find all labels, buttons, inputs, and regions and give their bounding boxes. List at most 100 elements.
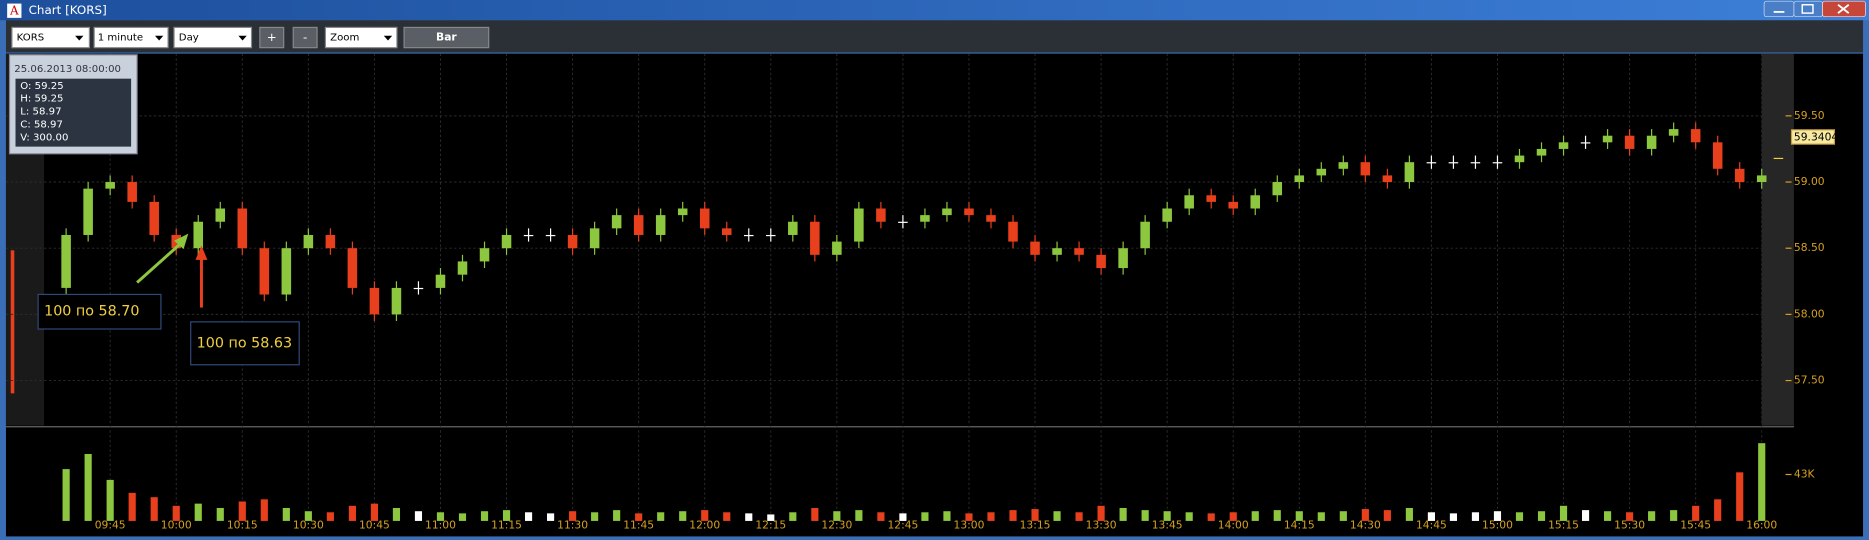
candle-body — [920, 215, 930, 222]
x-tick-label: 11:15 — [491, 519, 522, 532]
dropdown-arrow — [75, 35, 84, 41]
volume-bar — [1493, 511, 1502, 521]
maximize-button[interactable] — [1793, 0, 1823, 18]
volume-bar — [62, 469, 70, 521]
volume-bar — [260, 499, 268, 521]
candle-body — [1668, 129, 1679, 136]
style-button[interactable] — [403, 26, 490, 49]
candle-body — [854, 208, 864, 242]
volume-bar — [1075, 512, 1083, 521]
candle-body — [766, 234, 776, 237]
volume-bar — [480, 511, 489, 521]
info-line: V: 300.00 — [20, 132, 68, 143]
volume-bar — [414, 511, 423, 521]
volume-bar — [1097, 505, 1105, 521]
candle-body — [1492, 162, 1503, 164]
volume-bar — [1559, 505, 1568, 521]
volume-bar — [1714, 499, 1722, 521]
zoom-out-button[interactable] — [292, 26, 318, 49]
x-tick-label: 14:45 — [1416, 519, 1447, 532]
volume-bar — [613, 510, 621, 521]
candle-body — [633, 215, 644, 235]
x-tick-label: 14:30 — [1350, 519, 1381, 532]
volume-bar — [965, 513, 973, 521]
y-tick-label: 58.50 — [1794, 241, 1825, 254]
volume-bar — [502, 510, 511, 521]
candle-body — [1206, 195, 1216, 202]
candle-body — [1250, 195, 1261, 209]
x-tick-label: 15:15 — [1548, 519, 1579, 532]
volume-bar — [767, 514, 775, 521]
candle-body — [83, 188, 93, 235]
candle-body — [1118, 248, 1128, 269]
volume-bar — [194, 503, 202, 521]
x-tick-label: 10:45 — [359, 519, 390, 532]
candle-body — [1052, 248, 1062, 255]
symbol-dropdown[interactable] — [11, 26, 90, 49]
x-tick-label: 09:45 — [95, 519, 126, 532]
premarket-bar — [10, 250, 15, 394]
candle-body — [149, 201, 159, 235]
x-tick-label: 11:00 — [425, 519, 456, 532]
volume-bar — [1626, 512, 1634, 521]
candle-body — [1756, 175, 1767, 183]
candle-body — [699, 208, 710, 229]
volume-bar — [1648, 511, 1656, 521]
interval-dropdown[interactable] — [93, 26, 169, 49]
range-dropdown[interactable] — [173, 26, 253, 49]
candle-body — [1074, 248, 1084, 255]
candle-body — [1734, 168, 1745, 183]
buy-arrow — [136, 240, 184, 284]
title-bar — [0, 0, 1869, 21]
minimize-button[interactable] — [1763, 0, 1795, 18]
volume-bar — [1273, 510, 1281, 521]
x-tick-label: 10:30 — [293, 519, 324, 532]
buy-arrow-head — [174, 233, 189, 250]
candle-body — [876, 208, 886, 222]
candle-body — [1008, 221, 1018, 242]
candle-body — [964, 208, 974, 216]
candle-body — [655, 215, 666, 235]
candle-body — [986, 215, 996, 222]
volume-bar — [304, 511, 312, 521]
dropdown-arrow — [238, 35, 247, 41]
candle-body — [1316, 168, 1327, 176]
candle-body — [1030, 241, 1040, 255]
x-tick-label: 14:15 — [1284, 519, 1315, 532]
candle-body — [259, 248, 270, 295]
candle-body — [589, 228, 600, 249]
candle-body — [127, 182, 137, 202]
x-tick-label: 12:30 — [821, 519, 852, 532]
candle-body — [1184, 195, 1194, 209]
info-line: H: 59.25 — [20, 94, 63, 105]
x-tick-label: 10:15 — [227, 519, 258, 532]
chart-area — [5, 53, 1864, 537]
postmarket-strip — [1761, 53, 1794, 426]
volume-bar — [1031, 509, 1039, 521]
info-line: O: 59.25 — [20, 81, 63, 92]
candle-body — [1382, 175, 1393, 183]
candle-body — [281, 248, 292, 295]
info-datetime: 25.06.2013 08:00:00 — [14, 64, 121, 75]
volume-bar — [1207, 513, 1215, 521]
candle-body — [303, 234, 314, 249]
volume-bar — [921, 512, 929, 521]
volume-bar — [899, 513, 907, 521]
x-tick-label: 15:30 — [1614, 519, 1645, 532]
candle-body — [105, 182, 115, 189]
volume-bar — [591, 512, 599, 521]
zoom-in-button[interactable] — [259, 26, 285, 49]
volume-bar — [1361, 509, 1369, 521]
candle-body — [1140, 221, 1150, 249]
candle-body — [413, 287, 424, 290]
volume-bar — [1185, 512, 1193, 521]
volume-bar — [855, 510, 863, 521]
tool-dropdown[interactable] — [324, 26, 398, 49]
candle-body — [545, 234, 556, 237]
volume-bar — [1383, 510, 1391, 521]
x-tick-label: 13:30 — [1086, 519, 1117, 532]
volume-bar — [1141, 510, 1149, 521]
volume-bar — [1471, 512, 1480, 521]
volume-bar — [1009, 510, 1017, 521]
candle-body — [567, 234, 578, 249]
